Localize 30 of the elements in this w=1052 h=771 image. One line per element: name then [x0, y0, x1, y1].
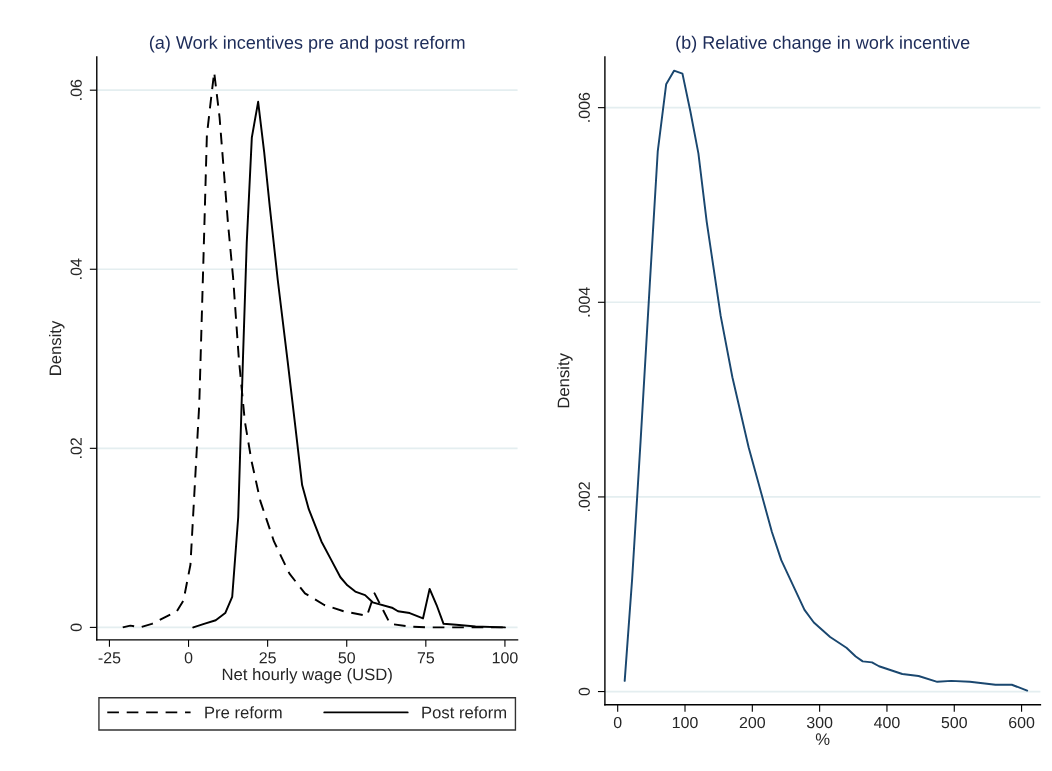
y-tick-label: .02	[70, 438, 82, 458]
x-tick-label: -25	[98, 652, 121, 664]
x-tick-label: 75	[417, 652, 435, 664]
y-axis-title: Density	[49, 320, 65, 375]
x-tick-label: 500	[941, 716, 967, 729]
chart-title: (b) Relative change in work incentive	[676, 35, 970, 53]
x-tick-label: 0	[184, 652, 193, 664]
x-tick-label: 300	[806, 716, 833, 729]
x-tick-label: 400	[873, 716, 900, 729]
x-tick-label: 0	[613, 716, 622, 729]
chart-title: (a) Work incentives pre and post reform	[149, 35, 465, 53]
x-tick-label: 50	[338, 652, 355, 664]
x-tick-label: 25	[259, 652, 276, 664]
y-tick-label: .002	[578, 482, 590, 512]
y-tick-label: .06	[70, 79, 82, 100]
y-axis-title: Density	[557, 353, 573, 408]
y-tick-label: .004	[578, 287, 590, 317]
x-tick-label: 200	[739, 716, 766, 729]
y-tick-label: .006	[578, 92, 590, 122]
x-tick-label: 100	[492, 652, 518, 664]
y-tick-label: 0	[70, 623, 82, 632]
line-series	[623, 69, 1029, 692]
legend-label: Pre reform	[205, 706, 282, 719]
x-axis-title: Net hourly wage (USD)	[222, 668, 392, 684]
x-tick-label: 100	[672, 716, 698, 729]
x-tick-label: 600	[1009, 716, 1035, 729]
y-tick-label: .04	[70, 258, 82, 279]
y-tick-label: 0	[578, 687, 590, 696]
x-axis-title: %	[815, 733, 830, 745]
legend-label: Post reform	[422, 706, 507, 719]
